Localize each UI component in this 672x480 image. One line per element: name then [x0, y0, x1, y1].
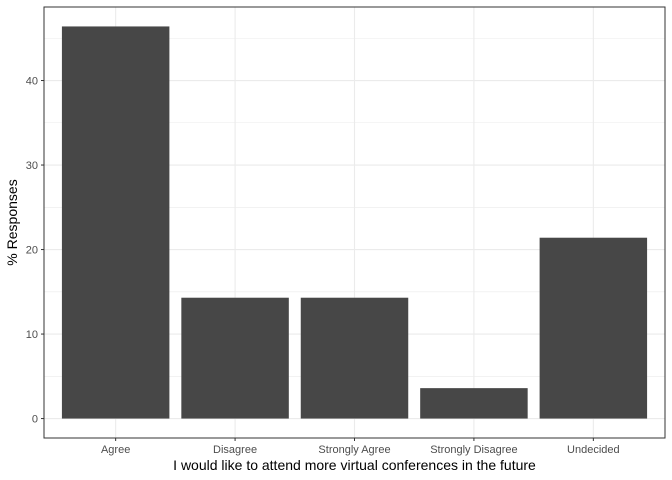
x-tick-label: Undecided — [567, 444, 620, 456]
y-tick-label: 20 — [26, 245, 38, 257]
x-tick-label: Agree — [101, 444, 130, 456]
y-axis-title: % Responses — [4, 179, 20, 265]
bar-agree — [61, 26, 170, 419]
y-tick-label: 30 — [26, 160, 38, 172]
bar-disagree — [181, 297, 289, 419]
axis-layer: 0 10 20 30 40 Agree Disagree Strongly Agree Stro… — [26, 76, 620, 456]
bar-strongly-disagree — [420, 388, 528, 419]
x-tick-label: Disagree — [213, 444, 257, 456]
x-tick-label: Strongly Agree — [318, 444, 390, 456]
bar-undecided — [539, 237, 648, 419]
bars-layer — [61, 26, 648, 419]
x-axis-title: I would like to attend more virtual conf… — [173, 457, 536, 473]
y-tick-label: 0 — [32, 414, 38, 426]
bar-strongly-agree — [300, 297, 409, 419]
y-tick-label: 10 — [26, 329, 38, 341]
x-tick-label: Strongly Disagree — [430, 444, 517, 456]
y-tick-label: 40 — [26, 76, 38, 88]
